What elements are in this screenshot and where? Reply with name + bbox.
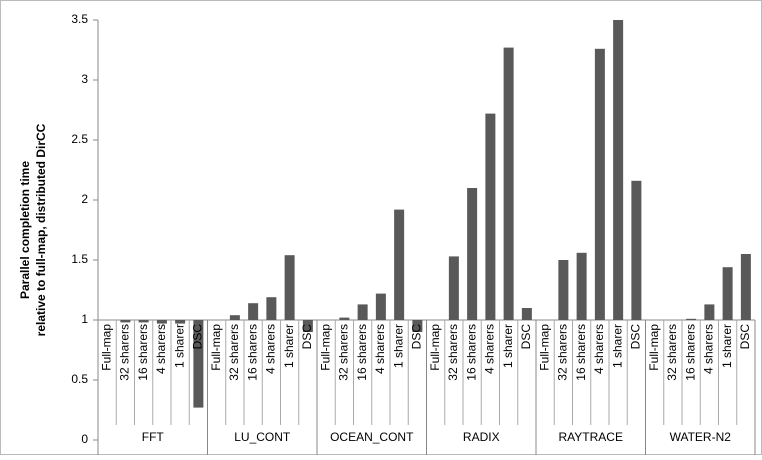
x-tick-label: DSC <box>519 324 533 350</box>
x-tick-label: 16 sharers <box>574 324 588 381</box>
x-group-label: OCEAN_CONT <box>330 430 414 444</box>
x-group-label: RAYTRACE <box>559 430 623 444</box>
x-tick-label: Full-map <box>99 324 113 371</box>
bar <box>558 260 569 320</box>
bar <box>613 20 624 320</box>
x-tick-label: 32 sharers <box>227 324 241 381</box>
bar <box>722 267 733 320</box>
bar <box>120 320 131 323</box>
x-tick-label: 4 sharers <box>702 324 716 374</box>
x-tick-label: Full-map <box>209 324 223 371</box>
x-tick-label: Full-map <box>428 324 442 371</box>
x-tick-label: DSC <box>191 324 205 350</box>
bar <box>266 297 277 320</box>
x-tick-label: 1 sharer <box>282 324 296 368</box>
x-tick-label: Full-map <box>318 324 332 371</box>
x-group-label: FFT <box>142 430 165 444</box>
bar <box>412 320 423 332</box>
bar <box>339 317 350 320</box>
x-tick-label: 1 sharer <box>610 324 624 368</box>
x-tick-label: DSC <box>300 324 314 350</box>
x-tick-label: 16 sharers <box>136 324 150 381</box>
x-tick-label: DSC <box>738 324 752 350</box>
x-tick-label: 32 sharers <box>556 324 570 381</box>
bar <box>686 318 697 320</box>
bar <box>448 256 459 320</box>
bar <box>175 320 186 324</box>
x-tick-label: 4 sharers <box>154 324 168 374</box>
x-tick-label: 1 sharer <box>391 324 405 368</box>
bar <box>521 308 532 320</box>
x-tick-label: 16 sharers <box>245 324 259 381</box>
bar <box>576 252 587 320</box>
x-tick-label: Full-map <box>647 324 661 371</box>
x-tick-label: 32 sharers <box>337 324 351 381</box>
bar <box>229 315 240 320</box>
y-tick-label: 1 <box>81 312 88 326</box>
bar <box>503 47 514 320</box>
x-tick-label: 4 sharers <box>483 324 497 374</box>
bar <box>704 304 715 320</box>
x-tick-label: 16 sharers <box>464 324 478 381</box>
x-tick-label: 4 sharers <box>373 324 387 374</box>
x-tick-label: 32 sharers <box>118 324 132 381</box>
y-tick-label: 2.5 <box>71 132 88 146</box>
bar <box>193 320 204 408</box>
bar <box>302 320 313 332</box>
y-tick-label: 0 <box>81 432 88 446</box>
bar <box>375 293 386 320</box>
x-tick-label: 1 sharer <box>720 324 734 368</box>
y-axis-title: Parallel completion time <box>18 161 32 299</box>
bar <box>284 255 295 320</box>
bar <box>138 320 149 323</box>
x-tick-label: 1 sharer <box>172 324 186 368</box>
x-tick-label: 32 sharers <box>446 324 460 381</box>
y-tick-label: 1.5 <box>71 252 88 266</box>
bar <box>394 209 405 320</box>
x-tick-label: 32 sharers <box>665 324 679 381</box>
bar <box>740 254 751 320</box>
x-tick-label: 4 sharers <box>264 324 278 374</box>
bar <box>248 303 259 320</box>
x-tick-label: 16 sharers <box>683 324 697 381</box>
x-group-label: LU_CONT <box>234 430 291 444</box>
y-tick-label: 3 <box>81 72 88 86</box>
bar <box>594 48 605 321</box>
x-tick-label: DSC <box>629 324 643 350</box>
x-tick-label: 1 sharer <box>501 324 515 368</box>
y-tick-label: 2 <box>81 192 88 206</box>
x-tick-label: DSC <box>410 324 424 350</box>
bar <box>156 320 167 324</box>
x-tick-label: 16 sharers <box>355 324 369 381</box>
y-tick-label: 3.5 <box>71 12 88 26</box>
y-tick-label: 0.5 <box>71 372 88 386</box>
x-group-label: WATER-N2 <box>670 430 732 444</box>
bar <box>631 180 642 320</box>
bar <box>357 304 368 320</box>
bar <box>485 113 496 320</box>
x-tick-label: 4 sharers <box>592 324 606 374</box>
bar <box>467 188 478 320</box>
x-group-label: RADIX <box>463 430 500 444</box>
y-axis-title: relative to full-map, distributed DirCC <box>34 123 48 336</box>
x-tick-label: Full-map <box>537 324 551 371</box>
